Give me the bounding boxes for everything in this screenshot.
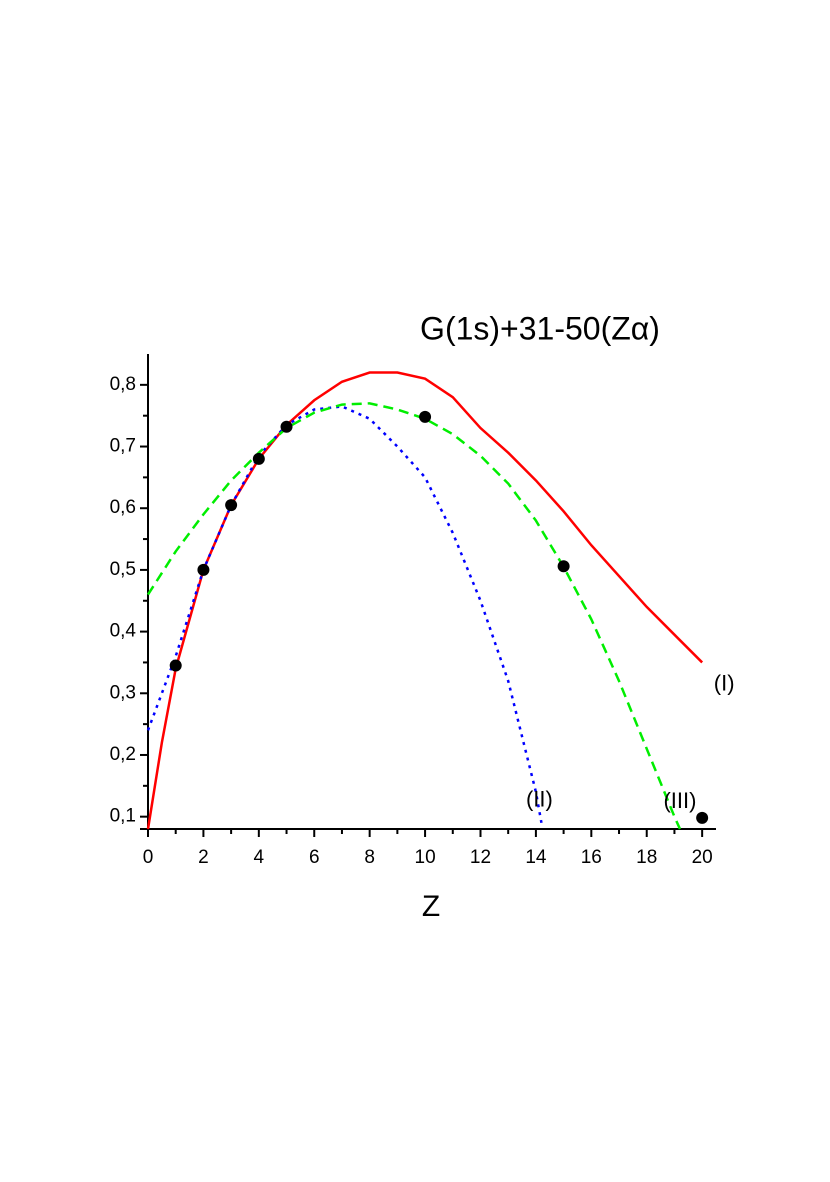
y-tick-label: 0,6 [110, 497, 136, 518]
x-tick-label: 18 [636, 847, 657, 868]
x-tick-label: 10 [415, 847, 436, 868]
y-tick-label: 0,3 [110, 682, 136, 703]
curve-label: (III) [663, 788, 696, 813]
x-tick-label: 16 [581, 847, 602, 868]
y-tick-label: 0,4 [110, 621, 137, 642]
curve-label: (II) [526, 787, 553, 812]
x-tick-label: 2 [198, 847, 209, 868]
x-tick-label: 14 [525, 847, 547, 868]
y-tick-label: 0,8 [110, 374, 136, 395]
data-point [419, 410, 432, 423]
x-tick-label: 6 [309, 847, 320, 868]
y-tick-label: 0,7 [110, 436, 136, 457]
x-tick-label: 20 [692, 847, 713, 868]
x-tick-label: 8 [364, 847, 375, 868]
data-point [197, 563, 210, 576]
curve [146, 402, 682, 830]
data-point [696, 811, 709, 824]
data-point [252, 452, 265, 465]
chart-title: G(1s)+31-50(Zα) [420, 310, 660, 346]
x-tick-label: 12 [470, 847, 491, 868]
y-tick-label: 0,5 [110, 559, 136, 580]
y-tick-label: 0,1 [110, 806, 136, 827]
y-tick-label: 0,2 [110, 744, 136, 765]
x-axis-label: Z [422, 890, 440, 923]
x-tick-label: 0 [143, 847, 154, 868]
data-point [557, 560, 570, 573]
curve-label: (I) [714, 670, 735, 695]
data-point [280, 420, 293, 433]
x-tick-label: 4 [254, 847, 265, 868]
curve [146, 371, 704, 830]
data-point [225, 499, 238, 512]
curve [146, 405, 543, 824]
data-point [169, 659, 182, 672]
